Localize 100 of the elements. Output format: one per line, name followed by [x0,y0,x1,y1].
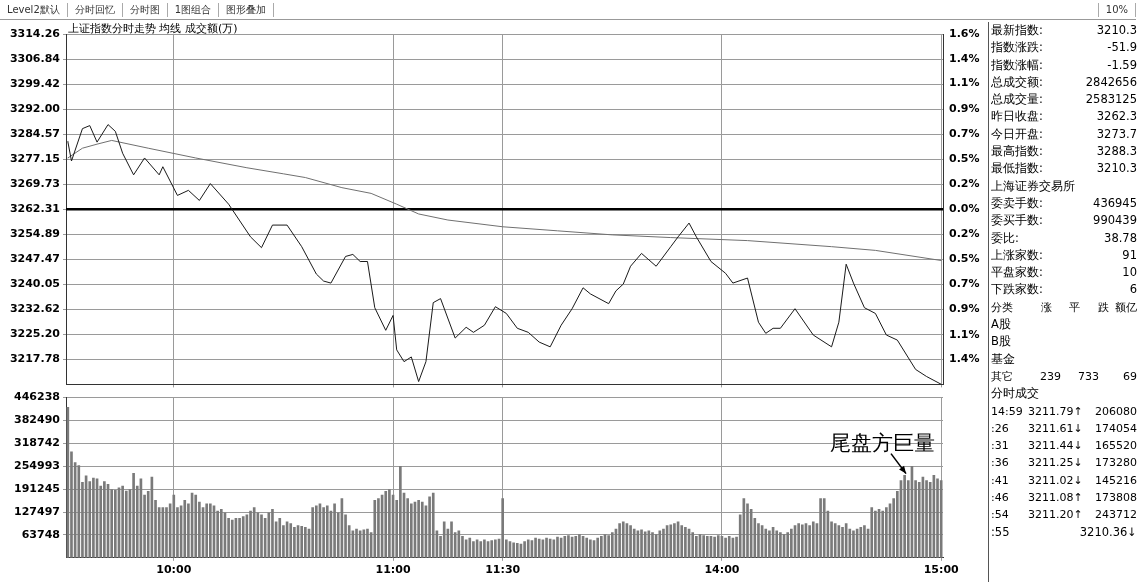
bar [238,517,241,558]
bar [548,538,552,558]
bar [388,489,391,558]
bar [515,543,519,558]
y2-tick-label: 1.4% [949,52,980,66]
bar [874,510,877,558]
bar [925,480,928,558]
bar [165,507,168,558]
bar [691,532,695,558]
bar [534,537,537,558]
bar [618,523,621,558]
bar [523,541,526,558]
text: 分时图 [122,2,168,17]
text: 上涨家数: 91 [991,247,1137,262]
bar [863,525,866,558]
bar [870,507,874,558]
bar [249,510,252,558]
bar [563,535,567,558]
y-tick-label: 3254.89 [9,227,60,241]
bar [936,478,939,558]
bar [420,501,424,558]
text: 分时成交 [991,385,1040,403]
bar [724,537,727,558]
text: 总成交量: 2583125 [991,92,1137,107]
bar [589,539,592,558]
bar [716,535,720,558]
text: :46 3211.08↑ 173808 [991,491,1137,505]
y2-tick-label: 0.7% [949,276,980,290]
y-tick-label: 3225.20 [9,327,61,341]
y2-tick-label: 0.9% [949,101,980,115]
y2-tick-label: 0.2% [949,176,980,190]
text: 14:59 3211.79↑ 206080 [991,403,1137,420]
y-tick-label: 3217.78 [9,352,60,366]
bar [468,537,472,558]
bar [428,496,431,558]
bar [325,505,329,558]
text: 最新指数: 3210.3 [991,23,1137,37]
bar [885,507,888,558]
bar [596,537,600,558]
bar [472,541,475,558]
bar [362,529,366,558]
bar [479,541,483,558]
y-tick-label: 3232.62 [9,302,60,316]
bar [632,528,636,558]
y-tick-label: 3284.57 [9,126,60,140]
bar [680,525,684,558]
bar [768,530,771,558]
bar [800,524,804,558]
y2-tick-label: 1.6% [949,26,980,40]
y-tick-label: 3299.42 [9,76,60,90]
chart-title: 上证指数分时走势 均线 成交额(万) [68,21,238,36]
y2-tick-label: 0.0% [949,202,980,216]
y-tick-label: 318742 [14,436,60,450]
bar [252,507,256,558]
bar [651,532,654,558]
bar [822,498,826,558]
y2-tick-label: 0.7% [949,127,980,141]
bar [705,535,709,558]
bar [643,531,647,558]
text: :54 3211.20↑ 243712 [991,508,1137,522]
bar [260,514,263,558]
bar [669,524,673,558]
text: 指数涨跌: -51.9 [991,40,1137,55]
bar [103,481,106,558]
annotation: 尾盘方巨量 [830,430,935,455]
bar [311,507,314,558]
text: 下跌家数: 6 [991,282,1137,297]
text: 总成交额: 2842656 [991,74,1137,89]
y-tick-label: 3277.15 [9,152,60,166]
y-tick-label: 63748 [21,527,60,541]
bar [819,498,822,558]
text: 今日开盘: 3273.7 [991,126,1137,141]
y-tick-label: 3306.84 [9,51,61,65]
text: :41 3211.02↓ 145216 [991,473,1137,487]
y-tick-label: 3247.47 [9,252,60,266]
bar [457,530,461,558]
y-tick-label: 254993 [14,459,60,473]
bar [545,537,548,558]
bar [322,507,325,558]
text: :55 3210.36↓ [991,524,1137,539]
y2-tick-label: 0.9% [949,302,980,316]
bar [567,535,570,558]
bar [304,526,307,558]
bar [852,530,855,558]
bar [450,521,453,558]
bar [574,535,578,558]
bar [333,503,336,558]
text: 委买手数: 990439 [991,213,1137,228]
bar [293,526,296,558]
bar [209,503,212,558]
bar [183,500,187,558]
bar [786,532,790,558]
text: 昨日收盘: 3262.3 [991,109,1137,124]
bar [585,537,589,558]
bar [658,530,662,558]
text: 最低指数: 3210.3 [991,161,1137,176]
bar [289,523,293,558]
text: B股 [991,333,1012,351]
text: 分时回忆 [67,2,123,17]
text: 指数涨幅: -1.59 [991,57,1137,72]
